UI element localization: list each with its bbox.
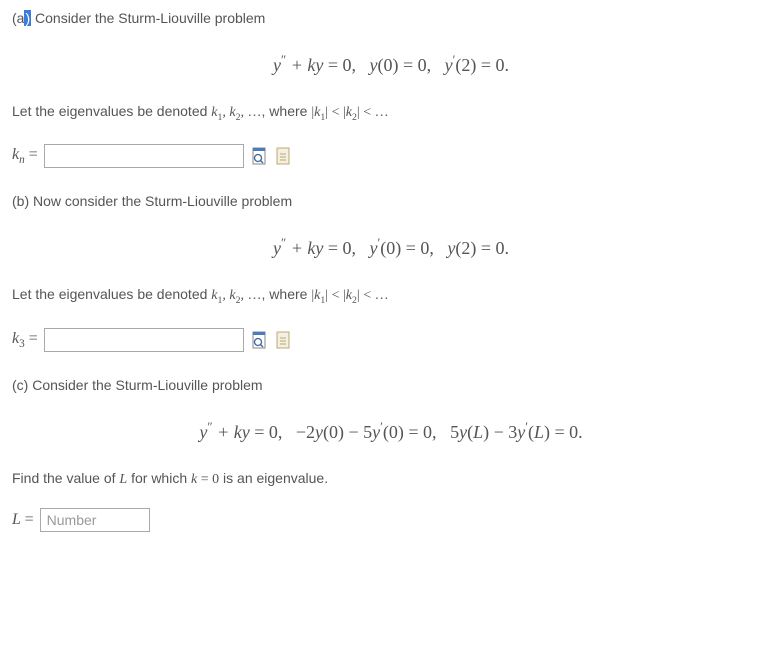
answer-row-c: L = [12,508,770,532]
lhs-b: k3 = [12,327,38,353]
part-c-prompt: (c) Consider the Sturm-Liouville problem [12,375,770,396]
eigen-text-a: Let the eigenvalues be denoted k1, k2, …… [12,101,770,125]
help-icon[interactable] [274,147,292,165]
answer-input-c[interactable] [40,508,150,532]
part-a-prompt: (a) Consider the Sturm-Liouville problem [12,8,770,29]
find-text-c: Find the value of L for which k = 0 is a… [12,468,770,490]
preview-icon[interactable] [250,147,268,165]
equation-b: y″ + ky = 0, y′(0) = 0, y(2) = 0. [12,234,770,262]
lhs-a: kn = [12,143,38,169]
part-a-text: Consider the Sturm-Liouville problem [31,10,265,26]
answer-row-a: kn = [12,143,770,169]
part-b-prompt: (b) Now consider the Sturm-Liouville pro… [12,191,770,212]
part-label-a-pre: (a [12,10,24,26]
answer-input-b[interactable] [44,328,244,352]
lhs-c: L = [12,508,34,532]
eigen-text-b: Let the eigenvalues be denoted k1, k2, …… [12,284,770,308]
answer-row-b: k3 = [12,327,770,353]
preview-icon[interactable] [250,331,268,349]
answer-input-a[interactable] [44,144,244,168]
equation-a: y″ + ky = 0, y(0) = 0, y′(2) = 0. [12,51,770,79]
help-icon[interactable] [274,331,292,349]
equation-c: y″ + ky = 0, −2y(0) − 5y′(0) = 0, 5y(L) … [12,418,770,446]
